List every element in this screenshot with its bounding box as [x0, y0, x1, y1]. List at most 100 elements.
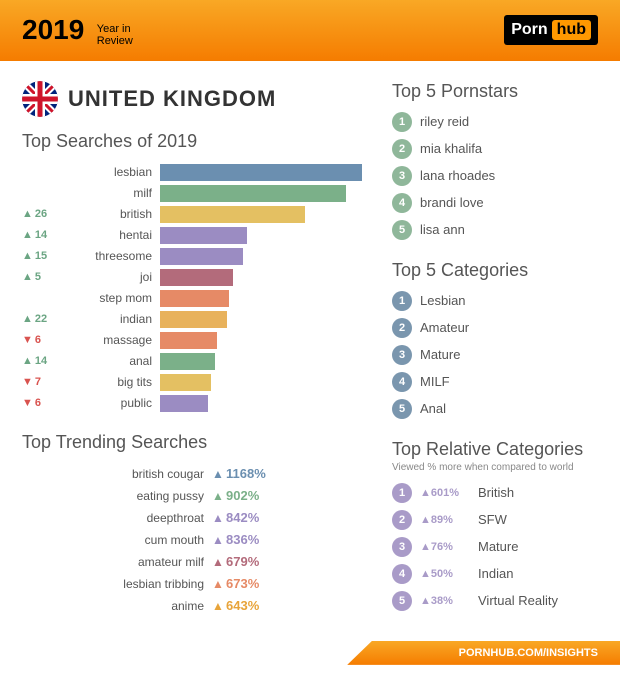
trend-row: deepthroat▲842% [22, 507, 362, 529]
trend-value: 643% [226, 598, 259, 613]
trend-label: british cougar [22, 467, 212, 481]
trend-arrow-icon: ▲ [212, 489, 226, 503]
categories-list: 1Lesbian2Amateur3Mature4MILF5Anal [392, 291, 598, 419]
item-label: MILF [420, 374, 450, 389]
trend-row: amateur milf▲679% [22, 551, 362, 573]
list-item: 1 ▲601% British [392, 483, 598, 503]
bar-track [160, 290, 362, 307]
bar-fill [160, 374, 211, 391]
country-name: UNITED KINGDOM [68, 86, 276, 112]
trend-arrow-icon: ▲ [212, 599, 226, 613]
year: 2019 [22, 14, 84, 45]
rank-circle: 1 [392, 483, 412, 503]
bar-delta: ▼ 6 [22, 397, 64, 409]
categories-section: Top 5 Categories 1Lesbian2Amateur3Mature… [392, 260, 598, 419]
bar-delta: ▼ 7 [22, 376, 64, 388]
list-item: 4MILF [392, 372, 598, 392]
trend-label: lesbian tribbing [22, 577, 212, 591]
item-label: Mature [420, 347, 460, 362]
relative-delta: ▲601% [420, 487, 470, 499]
left-column: UNITED KINGDOM Top Searches of 2019 lesb… [22, 81, 362, 631]
trend-label: anime [22, 599, 212, 613]
rank-circle: 2 [392, 139, 412, 159]
trend-label: eating pussy [22, 489, 212, 503]
bar-delta: ▲ 22 [22, 313, 64, 325]
bar-label: step mom [64, 291, 160, 305]
bar-fill [160, 353, 215, 370]
logo: Porn hub [504, 15, 598, 45]
bar-delta: ▲ 26 [22, 208, 64, 220]
pornstars-section: Top 5 Pornstars 1riley reid2mia khalifa3… [392, 81, 598, 240]
categories-title: Top 5 Categories [392, 260, 598, 281]
trend-arrow-icon: ▲ [212, 577, 226, 591]
footer: PORNHUB.COM/INSIGHTS [0, 641, 620, 665]
list-item: 2 Amateur [392, 318, 598, 338]
list-item: 3Mature [392, 345, 598, 365]
bar-track [160, 374, 362, 391]
trend-value: 679% [226, 554, 259, 569]
relative-subtitle: Viewed % more when compared to world [392, 462, 598, 473]
trend-row: cum mouth▲836% [22, 529, 362, 551]
bar-label: massage [64, 333, 160, 347]
bar-label: joi [64, 270, 160, 284]
rank-circle: 5 [392, 220, 412, 240]
item-label: mia khalifa [420, 141, 482, 156]
top-searches-title: Top Searches of 2019 [22, 131, 362, 152]
bar-row: ▼ 7big tits [22, 372, 362, 393]
bar-fill [160, 227, 247, 244]
list-item: 5▲38%Virtual Reality [392, 591, 598, 611]
top-searches-chart: lesbianmilf▲ 26british▲ 14hentai▲ 15thre… [22, 162, 362, 414]
rank-circle: 4 [392, 193, 412, 213]
trend-label: cum mouth [22, 533, 212, 547]
bar-fill [160, 185, 346, 202]
bar-fill [160, 269, 233, 286]
bar-label: lesbian [64, 165, 160, 179]
relative-title: Top Relative Categories [392, 439, 598, 460]
list-item: 1riley reid [392, 112, 598, 132]
bar-fill [160, 206, 305, 223]
trend-arrow-icon: ▲ [212, 467, 226, 481]
bar-fill [160, 164, 362, 181]
trending-title: Top Trending Searches [22, 432, 362, 453]
trend-row: eating pussy▲902% [22, 485, 362, 507]
bar-fill [160, 395, 208, 412]
list-item: 4brandi love [392, 193, 598, 213]
trend-row: anime▲643% [22, 595, 362, 617]
bar-delta: ▲ 14 [22, 229, 64, 241]
bar-row: ▲ 14hentai [22, 225, 362, 246]
rank-circle: 1 [392, 291, 412, 311]
bar-label: big tits [64, 375, 160, 389]
rank-circle: 4 [392, 564, 412, 584]
bar-label: threesome [64, 249, 160, 263]
bar-track [160, 227, 362, 244]
content: UNITED KINGDOM Top Searches of 2019 lesb… [0, 61, 620, 631]
relative-delta: ▲76% [420, 541, 470, 553]
item-label: British [478, 485, 514, 500]
trend-value: 836% [226, 532, 259, 547]
bar-row: ▲ 26british [22, 204, 362, 225]
relative-delta: ▲89% [420, 514, 470, 526]
trend-row: british cougar▲1168% [22, 463, 362, 485]
rank-circle: 2 [392, 318, 412, 338]
header-left: 2019 Year in Review [22, 14, 133, 47]
item-label: Mature [478, 539, 518, 554]
bar-delta: ▼ 6 [22, 334, 64, 346]
bar-delta: ▲ 15 [22, 250, 64, 262]
trend-value: 902% [226, 488, 259, 503]
list-item: 3▲76%Mature [392, 537, 598, 557]
bar-delta: ▲ 5 [22, 271, 64, 283]
bar-label: hentai [64, 228, 160, 242]
bar-track [160, 353, 362, 370]
trend-arrow-icon: ▲ [212, 555, 226, 569]
list-item: 4▲50%Indian [392, 564, 598, 584]
header-subtitle: Year in Review [97, 23, 133, 47]
list-item: 2 mia khalifa [392, 139, 598, 159]
bar-delta: ▲ 14 [22, 355, 64, 367]
bar-track [160, 248, 362, 265]
bar-track [160, 395, 362, 412]
item-label: Amateur [420, 320, 469, 335]
item-label: SFW [478, 512, 507, 527]
trend-value: 842% [226, 510, 259, 525]
item-label: riley reid [420, 114, 469, 129]
rank-circle: 5 [392, 591, 412, 611]
